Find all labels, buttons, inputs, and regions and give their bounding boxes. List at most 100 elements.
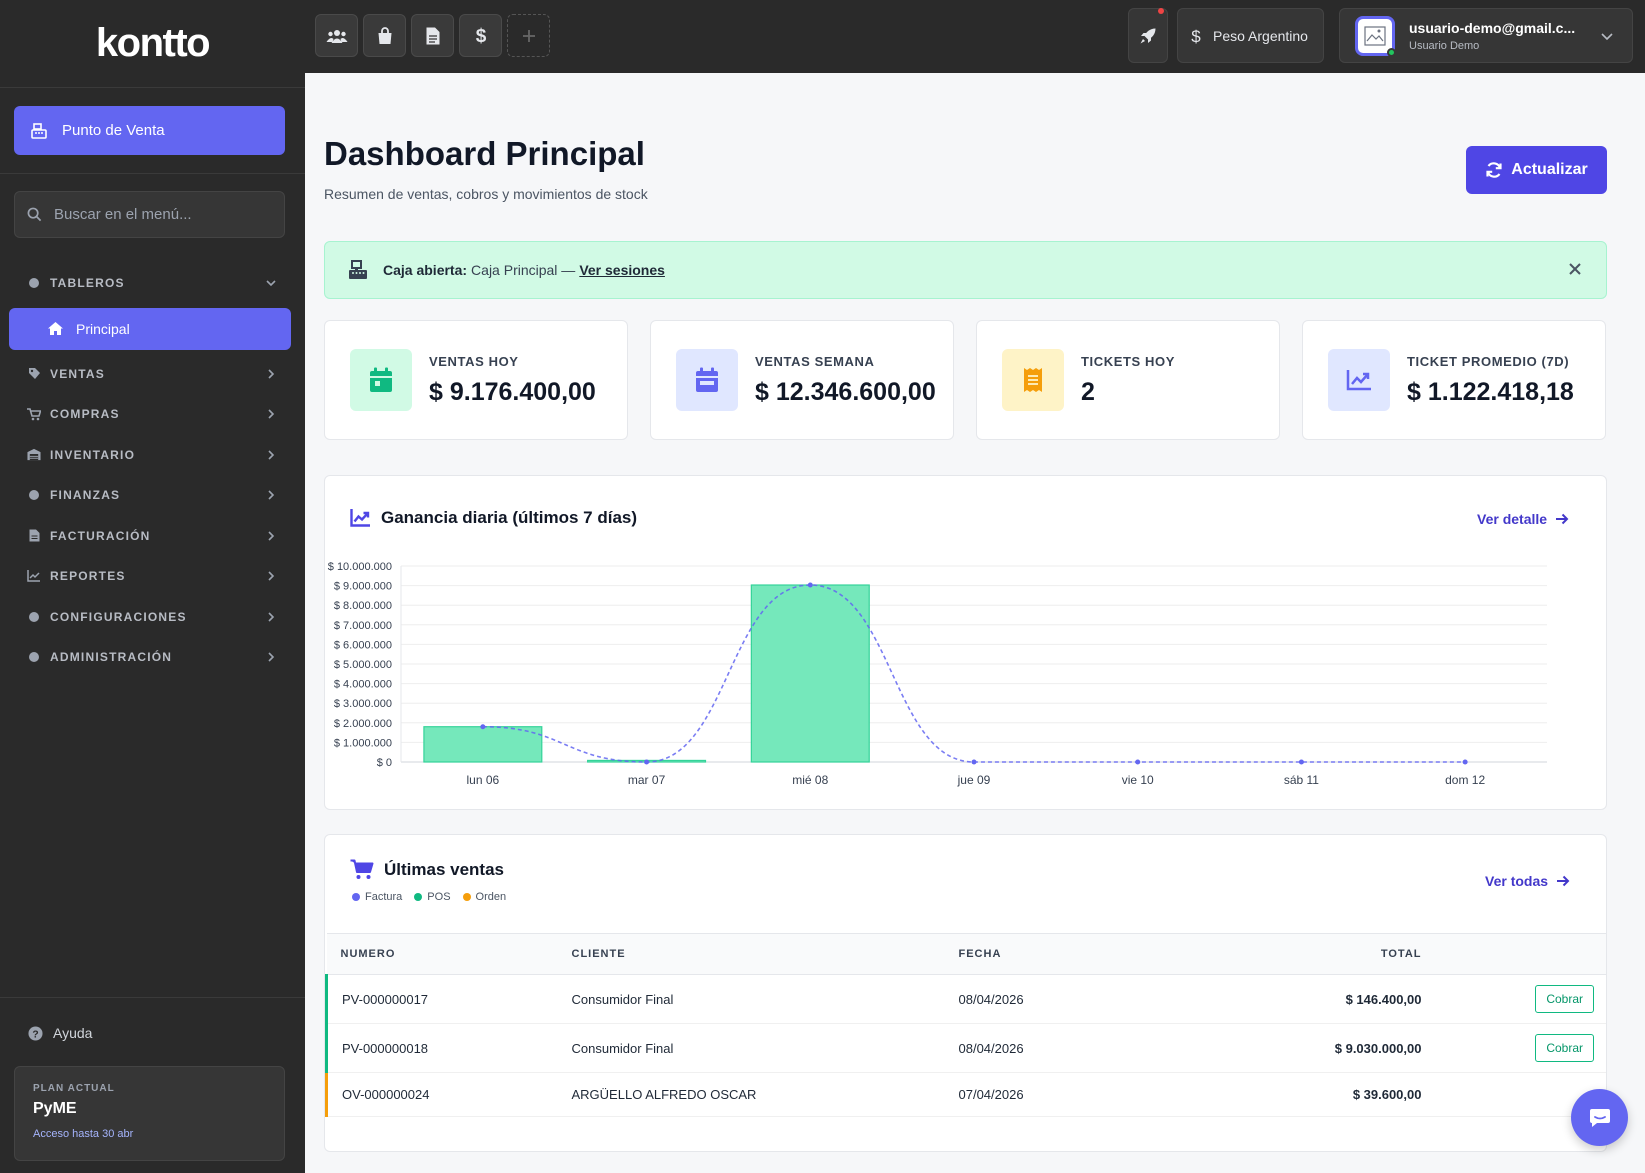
- link-label: Ver todas: [1485, 873, 1549, 889]
- topbar: $ $ Peso Argentino usuario-demo@gmail.c.…: [305, 0, 1645, 73]
- bag-icon: [378, 26, 391, 44]
- online-status-dot: [1387, 47, 1396, 57]
- y-tick-label: $ 1.000.000: [334, 737, 392, 749]
- sidebar-section-compras[interactable]: COMPRAS: [0, 394, 305, 435]
- link-label: Ver detalle: [1477, 511, 1548, 527]
- table-row[interactable]: OV-000000024 ARGÜELLO ALFREDO OSCAR 07/0…: [325, 1072, 1606, 1117]
- sale-total: $ 9.030.000,00: [1216, 1023, 1422, 1073]
- line-point: [1135, 759, 1141, 765]
- ver-detalle-link[interactable]: Ver detalle: [1477, 511, 1569, 527]
- sidebar-section-inventario[interactable]: INVENTARIO: [0, 435, 305, 476]
- chat-bubble-icon: [1589, 1108, 1610, 1127]
- documents-button[interactable]: [411, 14, 454, 57]
- products-button[interactable]: [363, 14, 406, 57]
- receipt-icon: [1024, 368, 1042, 392]
- legend-item-factura: Factura: [352, 891, 402, 903]
- help-link[interactable]: ? Ayuda: [28, 1025, 92, 1041]
- updates-button[interactable]: [1128, 8, 1168, 63]
- pos-button-label: Punto de Venta: [62, 122, 165, 139]
- ver-todas-link[interactable]: Ver todas: [1485, 873, 1570, 889]
- punto-de-venta-button[interactable]: Punto de Venta: [14, 106, 285, 155]
- dot-icon: [27, 610, 41, 624]
- stat-value: 2: [1081, 377, 1095, 406]
- dollar-icon: $: [475, 26, 486, 46]
- sidebar-section-configuraciones[interactable]: CONFIGURACIONES: [0, 597, 305, 638]
- cart-icon: [27, 407, 41, 421]
- chevron-right-icon: [268, 409, 275, 419]
- sidebar-section-facturacion[interactable]: FACTURACIÓN: [0, 516, 305, 557]
- chart-card-header: Ganancia diaria (últimos 7 días): [350, 508, 637, 528]
- page-title: Dashboard Principal: [324, 135, 645, 172]
- line-point: [971, 759, 977, 765]
- bar: [423, 726, 543, 763]
- sale-client: Consumidor Final: [571, 1023, 959, 1073]
- alert-text: Caja Principal —: [471, 262, 576, 278]
- legend-item-orden: Orden: [462, 891, 506, 903]
- user-name: Usuario Demo: [1409, 39, 1480, 52]
- menu-search-input[interactable]: Buscar en el menú...: [14, 191, 285, 238]
- chat-button[interactable]: [1571, 1089, 1628, 1146]
- chevron-right-icon: [268, 571, 275, 581]
- add-shortcut-button[interactable]: [507, 14, 550, 57]
- chevron-down-icon: [266, 280, 276, 287]
- sidebar-section-tableros[interactable]: TABLEROS: [0, 263, 305, 304]
- brand-logo[interactable]: kontto: [0, 0, 305, 88]
- cobrar-button[interactable]: Cobrar: [1535, 1034, 1594, 1062]
- sidebar: kontto Punto de Venta Buscar en el menú.…: [0, 0, 305, 1173]
- close-icon[interactable]: [1568, 262, 1582, 276]
- section-label: FACTURACIÓN: [50, 528, 151, 543]
- sale-total: $ 39.600,00: [1216, 1072, 1422, 1117]
- section-label: REPORTES: [50, 569, 126, 584]
- cobrar-button[interactable]: Cobrar: [1535, 985, 1594, 1013]
- sidebar-section-ventas[interactable]: VENTAS: [0, 354, 305, 395]
- dollar-icon: $: [1191, 27, 1201, 45]
- column-header-cliente: CLIENTE: [571, 933, 959, 975]
- stat-label: TICKETS HOY: [1081, 353, 1175, 369]
- stat-card-ticket-promedio: TICKET PROMEDIO (7D) $ 1.122.418,18: [1302, 320, 1606, 440]
- y-tick-label: $ 10.000.000: [328, 561, 392, 573]
- sales-title: Últimas ventas: [384, 859, 504, 879]
- clients-button[interactable]: [315, 14, 358, 57]
- sale-type-legend: Factura POS Orden: [352, 891, 506, 903]
- x-tick-label: vie 10: [1122, 773, 1154, 787]
- section-label: FINANZAS: [50, 488, 121, 503]
- y-tick-label: $ 5.000.000: [334, 659, 392, 671]
- users-icon: [326, 29, 347, 43]
- stat-card-ventas-hoy: VENTAS HOY $ 9.176.400,00: [324, 320, 628, 440]
- calendar-icon: [370, 367, 392, 392]
- dot-icon: [27, 276, 41, 290]
- currency-selector[interactable]: $ Peso Argentino: [1177, 8, 1324, 63]
- cart-icon: [350, 859, 374, 879]
- stat-icon-box: [350, 349, 412, 411]
- ver-sesiones-link[interactable]: Ver sesiones: [579, 262, 665, 278]
- svg-text:$: $: [475, 26, 486, 46]
- document-icon: [426, 27, 439, 44]
- sidebar-section-reportes[interactable]: REPORTES: [0, 556, 305, 597]
- sale-client: ARGÜELLO ALFREDO OSCAR: [571, 1072, 959, 1117]
- sidebar-section-administracion[interactable]: ADMINISTRACIÓN: [0, 637, 305, 678]
- y-tick-label: $ 4.000.000: [334, 679, 392, 691]
- warehouse-icon: [27, 448, 41, 462]
- line-point: [644, 759, 650, 765]
- bar: [750, 584, 870, 763]
- chart-line-icon: [350, 509, 370, 527]
- payments-button[interactable]: $: [459, 14, 502, 57]
- sidebar-item-principal[interactable]: Principal: [9, 307, 291, 350]
- cash-register-alert: Caja abierta: Caja Principal — Ver sesio…: [324, 241, 1607, 299]
- sales-card-header: Últimas ventas: [350, 859, 504, 880]
- table-header-row: NUMERO CLIENTE FECHA TOTAL: [326, 933, 1606, 975]
- table-row[interactable]: PV-000000017 Consumidor Final 08/04/2026…: [325, 974, 1606, 1024]
- chevron-right-icon: [268, 531, 275, 541]
- sale-date: 08/04/2026: [958, 974, 1217, 1024]
- page-subtitle: Resumen de ventas, cobros y movimientos …: [324, 186, 648, 202]
- table-row[interactable]: PV-000000018 Consumidor Final 08/04/2026…: [325, 1023, 1606, 1073]
- y-tick-label: $ 2.000.000: [334, 718, 392, 730]
- refresh-button[interactable]: Actualizar: [1466, 146, 1607, 194]
- chart-card: Ganancia diaria (últimos 7 días) Ver det…: [324, 475, 1607, 810]
- sidebar-section-finanzas[interactable]: FINANZAS: [0, 475, 305, 516]
- user-menu[interactable]: usuario-demo@gmail.c... Usuario Demo: [1339, 8, 1633, 63]
- plan-name: PyME: [33, 1100, 77, 1117]
- line-point: [480, 724, 486, 730]
- x-tick-label: mié 08: [792, 773, 828, 787]
- stat-value: $ 9.176.400,00: [429, 377, 596, 406]
